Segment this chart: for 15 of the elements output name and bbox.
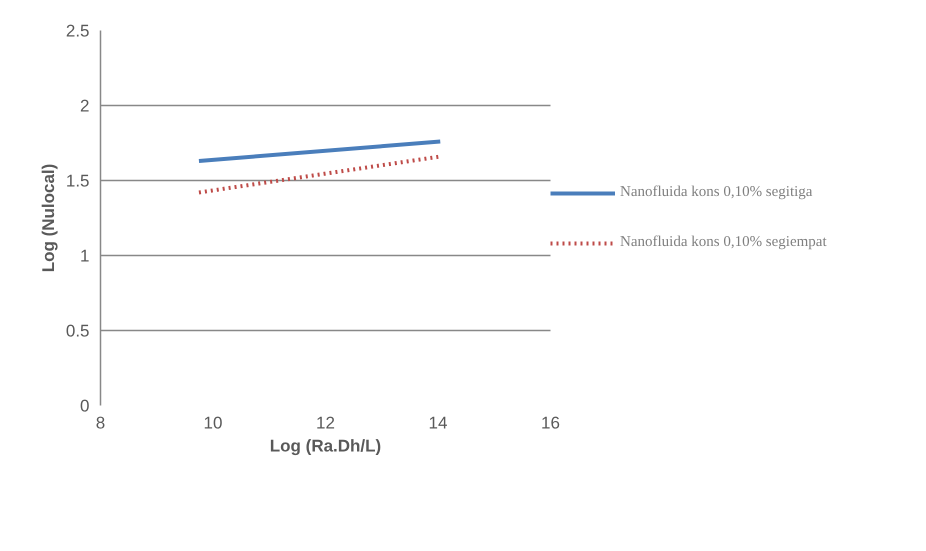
x-tick-label: 10 xyxy=(204,414,222,432)
x-tick-label: 8 xyxy=(96,414,106,432)
y-tick-label: 1.5 xyxy=(66,172,90,190)
y-tick-label: 2 xyxy=(80,96,90,116)
legend-label: Nanofluida kons 0,10% segitiga xyxy=(620,184,812,201)
x-tick-label: 12 xyxy=(316,414,335,432)
x-axis-title: Log (Ra.Dh/L) xyxy=(270,436,382,456)
y-tick-label: 2.5 xyxy=(66,22,90,40)
x-tick-label: 14 xyxy=(428,414,448,432)
legend-label: Nanofluida kons 0,10% segiempat xyxy=(620,234,827,251)
y-tick-label: 0.5 xyxy=(66,322,90,340)
y-tick-label: 0 xyxy=(80,396,90,416)
y-tick-label: 1 xyxy=(80,246,90,266)
y-axis-title: Log (Nulocal) xyxy=(38,164,58,272)
x-tick-label: 16 xyxy=(541,414,560,432)
